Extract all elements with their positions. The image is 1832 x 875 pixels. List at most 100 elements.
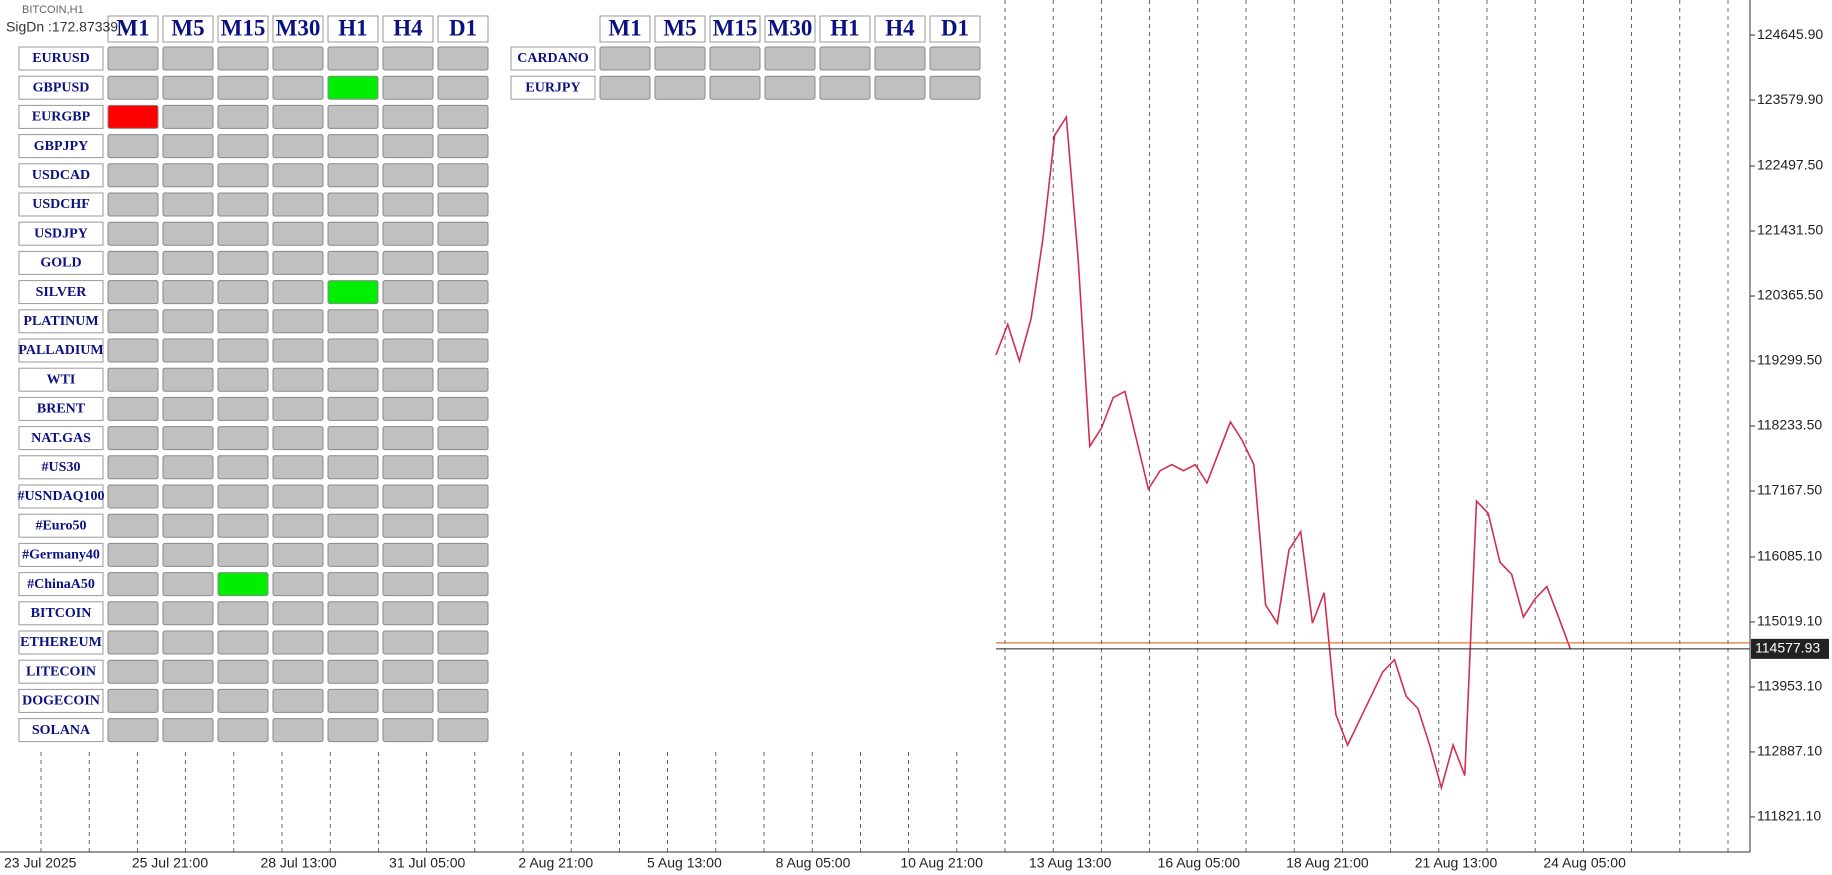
signal-cell [272,338,324,363]
timeframe-header-box [764,15,816,43]
signal-cell [107,513,159,538]
signal-cell [162,367,214,392]
signal-cell [327,250,379,275]
signal-cell [437,426,489,451]
signal-cell [382,163,434,188]
symbol-button[interactable] [18,192,104,217]
signal-cell [217,309,269,334]
signal-cell [599,46,651,71]
price-label: 122497.50 [1757,157,1823,173]
signal-cell [217,221,269,246]
symbol-label: USDJPY [34,226,88,241]
symbol-button[interactable] [18,630,104,655]
timeframe-header: M1 [608,15,641,40]
timeframe-header: M15 [221,15,266,40]
signal-cell [327,484,379,509]
signal-cell [382,630,434,655]
symbol-button[interactable] [18,104,104,129]
symbol-button[interactable] [18,718,104,743]
symbol-button[interactable] [18,688,104,713]
symbol-button[interactable] [18,338,104,363]
symbol-button[interactable] [18,542,104,567]
signal-cell [272,221,324,246]
signal-cell [107,630,159,655]
signal-cell [272,396,324,421]
symbol-button[interactable] [18,75,104,100]
signal-cell [327,75,379,100]
signal-cell [437,572,489,597]
symbol-button[interactable] [18,572,104,597]
timeframe-header-box [654,15,706,43]
signal-cell [162,309,214,334]
signal-cell [217,367,269,392]
signal-cell [382,338,434,363]
signal-cell [327,718,379,743]
signal-cell [382,455,434,480]
price-label: 111821.10 [1757,808,1821,824]
signal-cell [162,250,214,275]
symbol-label: BRENT [37,402,86,417]
symbol-label: EURGBP [32,110,91,125]
symbol-label: #US30 [42,460,81,475]
signal-cell [437,163,489,188]
signal-cell [709,75,761,100]
symbol-label: USDCHF [32,197,90,212]
symbol-button[interactable] [18,46,104,71]
symbol-button[interactable] [18,513,104,538]
symbol-button[interactable] [18,221,104,246]
signal-cell [217,396,269,421]
symbol-button[interactable] [18,426,104,451]
signal-cell [217,659,269,684]
time-label: 13 Aug 13:00 [1029,855,1112,871]
symbol-label: BITCOIN [31,606,92,621]
symbol-button[interactable] [18,659,104,684]
time-label: 2 Aug 21:00 [518,855,593,871]
signal-cell [272,104,324,129]
symbol-label: GBPJPY [34,139,88,154]
symbol-button[interactable] [510,75,596,100]
symbol-button[interactable] [18,396,104,421]
signal-cell [217,104,269,129]
symbol-label: PALLADIUM [18,343,103,358]
time-label: 23 Jul 2025 [4,855,77,871]
signal-cell [382,104,434,129]
signal-cell [272,630,324,655]
signal-cell [162,134,214,159]
signal-cell [107,484,159,509]
timeframe-header-box [819,15,871,43]
signal-cell [272,46,324,71]
signal-cell [437,367,489,392]
signal-cell [272,134,324,159]
symbol-button[interactable] [18,484,104,509]
symbol-button[interactable] [18,250,104,275]
signal-cell [327,104,379,129]
timeframe-header-box [272,15,324,43]
signal-cell [162,338,214,363]
signal-cell [217,688,269,713]
signal-cell [272,250,324,275]
symbol-button[interactable] [18,601,104,626]
signal-cell [272,718,324,743]
signal-cell [382,513,434,538]
symbol-label: GBPUSD [33,80,90,95]
signal-cell [382,192,434,217]
signal-cell [382,250,434,275]
timeframe-header: M15 [713,15,758,40]
symbol-button[interactable] [510,46,596,71]
signal-cell [437,46,489,71]
symbol-button[interactable] [18,134,104,159]
symbol-button[interactable] [18,455,104,480]
timeframe-header: M5 [171,15,204,40]
signal-cell [272,280,324,305]
price-label: 118233.50 [1757,417,1822,433]
symbol-button[interactable] [18,280,104,305]
signal-cell [162,630,214,655]
signal-cell [764,75,816,100]
symbol-button[interactable] [18,309,104,334]
signal-cell [107,688,159,713]
symbol-button[interactable] [18,163,104,188]
signal-cell [382,484,434,509]
signal-cell [327,601,379,626]
signal-cell [437,659,489,684]
symbol-button[interactable] [18,367,104,392]
